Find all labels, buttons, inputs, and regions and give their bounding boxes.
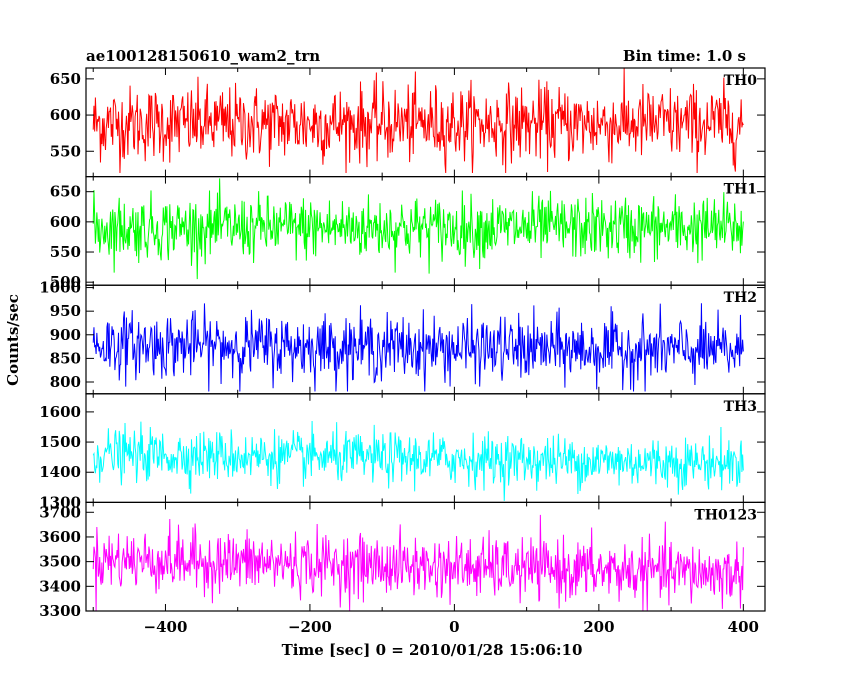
x-tick-label: −200 xyxy=(288,618,332,636)
panel-label-th0123: TH0123 xyxy=(694,507,757,523)
x-tick-label: −400 xyxy=(144,618,188,636)
panel-th2: 800 850 900 950 1000 TH2 xyxy=(39,279,766,395)
y-tick-label: 3500 xyxy=(39,553,81,571)
panel-th1: 500 550 600 650 TH1 xyxy=(50,176,766,291)
panel-label-th0: TH0 xyxy=(724,73,758,89)
y-tick-label: 950 xyxy=(50,302,81,320)
x-tick-label: 400 xyxy=(728,618,759,636)
y-tick-label: 3300 xyxy=(39,602,81,620)
panel-th0: 550 600 650 TH0 xyxy=(50,67,766,178)
y-tick-label: 1300 xyxy=(39,493,81,511)
panel-label-th3: TH3 xyxy=(724,399,757,415)
y-tick-label: 900 xyxy=(50,326,81,344)
y-tick-label: 3700 xyxy=(39,503,81,521)
series-line-th1 xyxy=(92,178,744,280)
panel-th3: 1300 1400 1500 1600 TH3 xyxy=(39,393,766,511)
panel-frame xyxy=(85,501,766,612)
y-tick-label: 3400 xyxy=(39,577,81,595)
y-tick-label: 1500 xyxy=(39,433,81,451)
y-tick-label: 550 xyxy=(50,142,81,160)
series-line-th0123 xyxy=(92,514,744,612)
y-tick-label: 600 xyxy=(50,106,81,124)
panel-label-th1: TH1 xyxy=(724,182,757,198)
y-axis-label: Counts/sec xyxy=(4,294,22,386)
panel-th0123: 3300 3400 3500 3600 3700 TH0123 xyxy=(39,501,766,620)
x-tick-label: 200 xyxy=(583,618,614,636)
x-axis-label: Time [sec] 0 = 2010/01/28 15:06:10 xyxy=(282,641,583,659)
y-tick-label: 850 xyxy=(50,349,81,367)
x-tick-label: 0 xyxy=(449,618,459,636)
bin-time-label: Bin time: 1.0 s xyxy=(623,47,746,65)
series-line-th2 xyxy=(92,303,744,392)
series-line-th0 xyxy=(92,67,744,174)
y-tick-label: 650 xyxy=(50,183,81,201)
y-tick-label: 1400 xyxy=(39,463,81,481)
y-tick-label: 600 xyxy=(50,213,81,231)
plot-title: ae100128150610_wam2_trn xyxy=(86,47,320,65)
y-tick-label: 650 xyxy=(50,70,81,88)
y-tick-label: 1000 xyxy=(39,279,81,297)
series-line-th3 xyxy=(92,420,744,501)
y-tick-label: 550 xyxy=(50,243,81,261)
y-tick-label: 500 xyxy=(50,273,81,291)
y-tick-label: 3600 xyxy=(39,528,81,546)
panel-label-th2: TH2 xyxy=(724,290,757,306)
y-tick-label: 800 xyxy=(50,373,81,391)
y-tick-label: 1600 xyxy=(39,403,81,421)
panel-frame xyxy=(85,393,766,503)
